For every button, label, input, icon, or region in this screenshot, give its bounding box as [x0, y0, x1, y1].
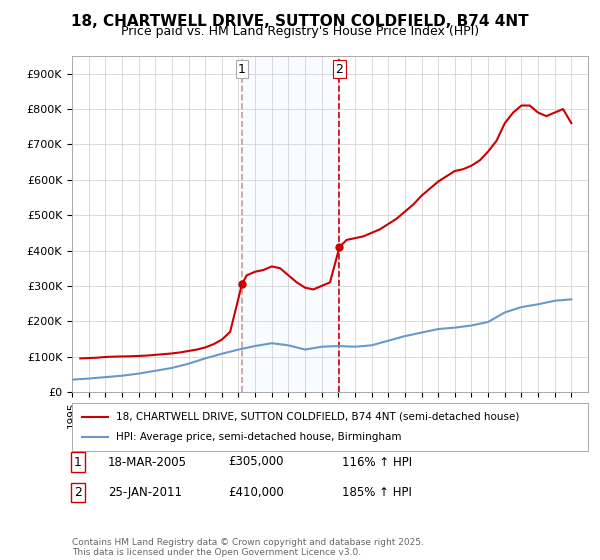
- Text: HPI: Average price, semi-detached house, Birmingham: HPI: Average price, semi-detached house,…: [116, 432, 401, 442]
- Text: 1: 1: [74, 455, 82, 469]
- Text: 18, CHARTWELL DRIVE, SUTTON COLDFIELD, B74 4NT: 18, CHARTWELL DRIVE, SUTTON COLDFIELD, B…: [71, 14, 529, 29]
- Text: £305,000: £305,000: [228, 455, 284, 469]
- Text: 18-MAR-2005: 18-MAR-2005: [108, 455, 187, 469]
- Text: 2: 2: [74, 486, 82, 500]
- Text: 116% ↑ HPI: 116% ↑ HPI: [342, 455, 412, 469]
- Bar: [242, 56, 340, 392]
- Text: 1: 1: [238, 63, 246, 76]
- Text: 185% ↑ HPI: 185% ↑ HPI: [342, 486, 412, 500]
- Text: 18, CHARTWELL DRIVE, SUTTON COLDFIELD, B74 4NT (semi-detached house): 18, CHARTWELL DRIVE, SUTTON COLDFIELD, B…: [116, 412, 519, 422]
- Text: 25-JAN-2011: 25-JAN-2011: [108, 486, 182, 500]
- Text: Contains HM Land Registry data © Crown copyright and database right 2025.
This d: Contains HM Land Registry data © Crown c…: [72, 538, 424, 557]
- Text: Price paid vs. HM Land Registry's House Price Index (HPI): Price paid vs. HM Land Registry's House …: [121, 25, 479, 38]
- Text: £410,000: £410,000: [228, 486, 284, 500]
- Text: 2: 2: [335, 63, 343, 76]
